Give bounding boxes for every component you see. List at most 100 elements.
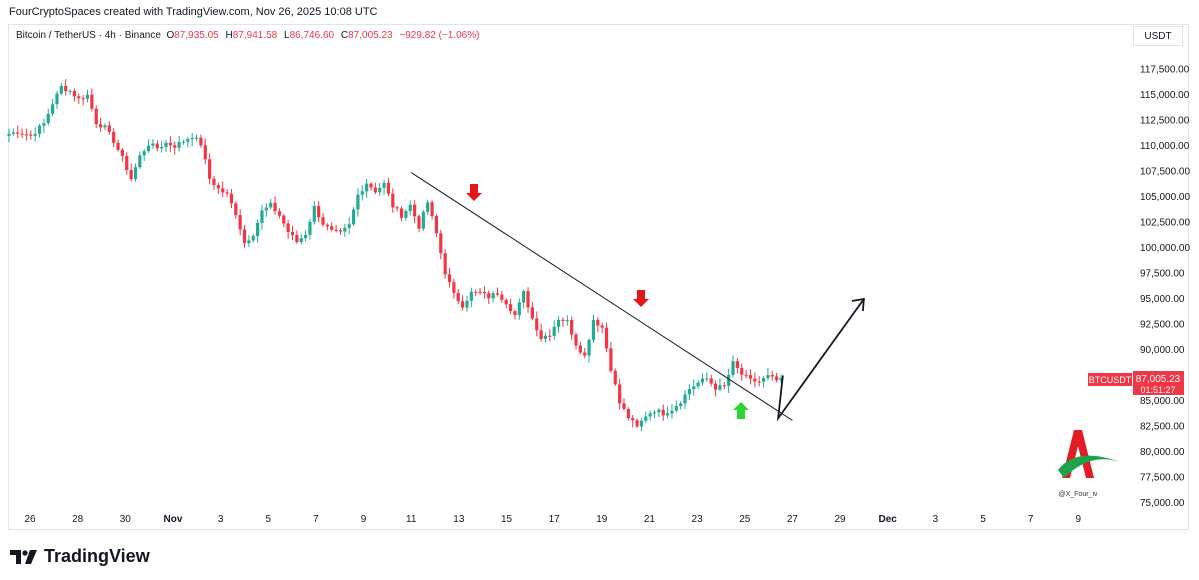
x-tick-label: 30 — [120, 514, 132, 525]
candle-body — [391, 193, 395, 208]
price-tag-price: 87,005.23 — [1136, 374, 1181, 385]
candle-body — [282, 215, 286, 224]
candle-body — [408, 204, 412, 211]
candle-body — [234, 203, 238, 216]
y-tick-label: 77,500.00 — [1140, 473, 1185, 484]
candle-body — [55, 93, 59, 105]
footer-brand: TradingView — [10, 546, 150, 567]
candle-body — [168, 142, 172, 146]
projection-path — [776, 298, 865, 422]
candle-body — [543, 335, 548, 339]
candle-body — [731, 361, 735, 375]
candle-body — [495, 293, 500, 295]
candle-body — [683, 394, 687, 404]
price-tag-bg — [1133, 371, 1184, 395]
candle-body — [7, 133, 11, 136]
candle-body — [264, 207, 268, 211]
candle-body — [382, 182, 386, 188]
candle-body — [644, 416, 648, 421]
candle-body — [770, 375, 774, 377]
candle-body — [504, 299, 508, 305]
low-label: L — [284, 30, 290, 41]
candle-body — [591, 319, 596, 340]
candle-body — [596, 319, 600, 326]
candle-body — [181, 141, 186, 143]
x-tick-label: 28 — [72, 514, 84, 525]
candle-body — [578, 345, 582, 353]
candle-body — [421, 211, 425, 229]
x-tick-label: 9 — [1076, 514, 1082, 525]
candle-body — [718, 385, 722, 390]
currency-button[interactable]: USDT — [1133, 26, 1183, 46]
candle-body — [208, 159, 212, 179]
candle-body — [129, 170, 133, 180]
candle-body — [561, 319, 565, 321]
y-tick-label: 107,500.00 — [1140, 167, 1190, 178]
candle-body — [369, 183, 373, 188]
price-tag-symbol: BTCUSDT — [1089, 375, 1132, 385]
y-tick-label: 82,500.00 — [1140, 422, 1185, 433]
candle-body — [692, 386, 696, 390]
candle-body — [482, 292, 487, 294]
candle-body — [622, 403, 626, 409]
candle-body — [186, 139, 190, 142]
x-tick-label: 7 — [1028, 514, 1034, 525]
candle-body — [194, 137, 199, 139]
candle-body — [46, 113, 50, 124]
candle-body — [469, 291, 473, 301]
candle-body — [583, 352, 587, 356]
candle-body — [360, 191, 364, 195]
x-tick-label: 5 — [265, 514, 271, 525]
candle-body — [456, 292, 460, 302]
candle-body — [487, 293, 491, 299]
candle-body — [761, 378, 766, 382]
candle-body — [443, 253, 447, 275]
y-tick-label: 117,500.00 — [1140, 65, 1190, 76]
candle-body — [465, 300, 469, 308]
candle-body — [317, 205, 321, 218]
candle-body — [378, 187, 382, 193]
candle-body — [373, 187, 377, 193]
x-tick-label: 25 — [739, 514, 751, 525]
candle-body — [491, 293, 495, 299]
candle-body — [37, 125, 42, 134]
candle-body — [247, 240, 251, 244]
symbol-name: Bitcoin / TetherUS · 4h · Binance — [16, 30, 161, 41]
candle-body — [679, 403, 683, 407]
y-tick-label: 92,500.00 — [1140, 320, 1185, 331]
y-tick-label: 95,000.00 — [1140, 294, 1185, 305]
candle-body — [190, 137, 194, 140]
candle-body — [522, 291, 526, 303]
x-tick-label: 15 — [501, 514, 513, 525]
change-value: −929.82 (−1.06%) — [399, 30, 480, 41]
candle-body — [325, 224, 329, 227]
candle-body — [556, 319, 561, 327]
candle-body — [748, 375, 753, 379]
x-tick-label: Dec — [879, 514, 898, 525]
candle-body — [548, 335, 552, 337]
candle-body — [98, 124, 103, 128]
y-tick-label: 115,000.00 — [1140, 90, 1190, 101]
candle-body — [277, 211, 282, 216]
candle-body — [59, 86, 63, 94]
candle-body — [648, 413, 652, 417]
candle-body — [225, 192, 229, 194]
candle-body — [587, 339, 591, 356]
candle-body — [221, 188, 225, 193]
candle-body — [775, 376, 779, 381]
candle-body — [661, 409, 665, 416]
candle-body — [330, 226, 334, 230]
candle-body — [334, 229, 338, 231]
y-tick-label: 75,000.00 — [1140, 498, 1185, 509]
candle-body — [138, 155, 142, 168]
candle-body — [604, 327, 609, 349]
candle-body — [212, 178, 216, 186]
candle-body — [308, 221, 312, 235]
candle-body — [347, 224, 351, 228]
candle-body — [177, 142, 181, 148]
candle-body — [94, 108, 98, 125]
candle-body — [508, 304, 513, 312]
watermark-swoosh-icon — [1058, 455, 1120, 478]
candle-body — [116, 142, 120, 150]
